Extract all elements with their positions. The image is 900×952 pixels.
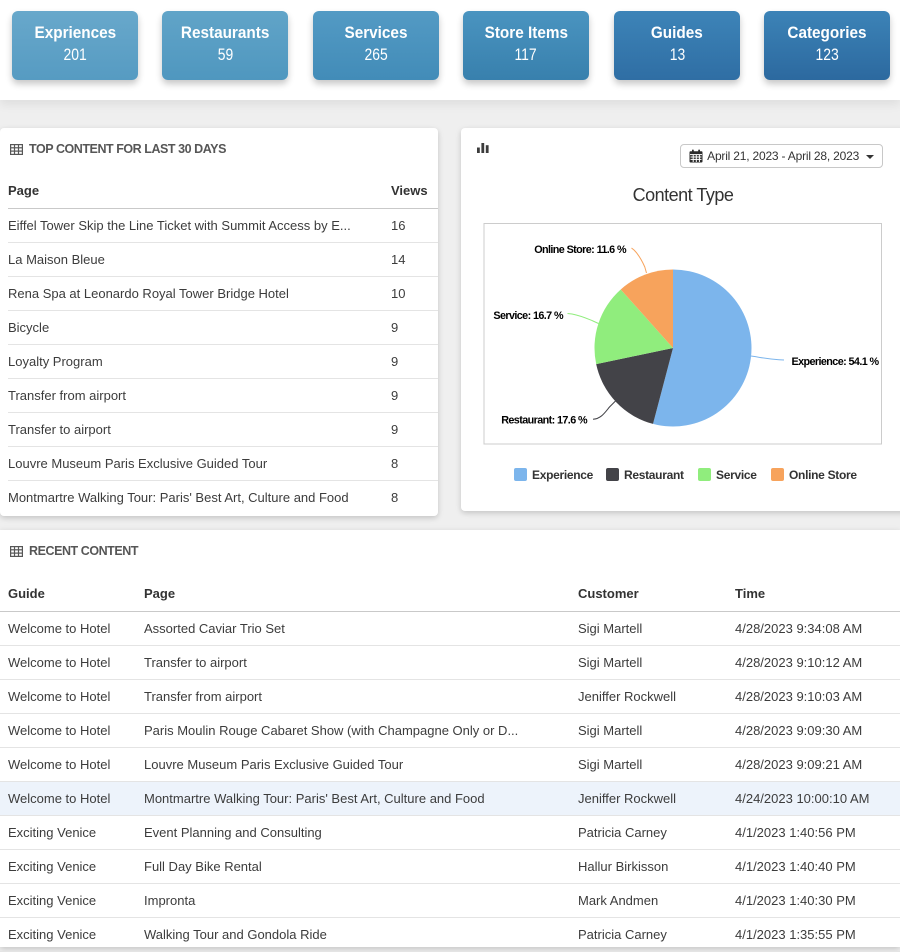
svg-text:Experience: 54.1 %: Experience: 54.1 %	[792, 356, 880, 368]
svg-text:Restaurant: Restaurant	[624, 468, 684, 482]
svg-text:Experience: Experience	[532, 468, 594, 482]
svg-text:Service: 16.7 %: Service: 16.7 %	[493, 310, 564, 322]
svg-text:Online Store: 11.6 %: Online Store: 11.6 %	[534, 244, 627, 256]
svg-text:Restaurant: 17.6 %: Restaurant: 17.6 %	[501, 415, 588, 427]
svg-text:Content Type: Content Type	[633, 185, 734, 205]
svg-text:Online Store: Online Store	[789, 468, 857, 482]
svg-text:Service: Service	[716, 468, 757, 482]
